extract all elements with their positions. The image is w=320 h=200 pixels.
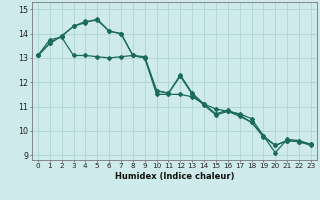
X-axis label: Humidex (Indice chaleur): Humidex (Indice chaleur) <box>115 172 234 181</box>
